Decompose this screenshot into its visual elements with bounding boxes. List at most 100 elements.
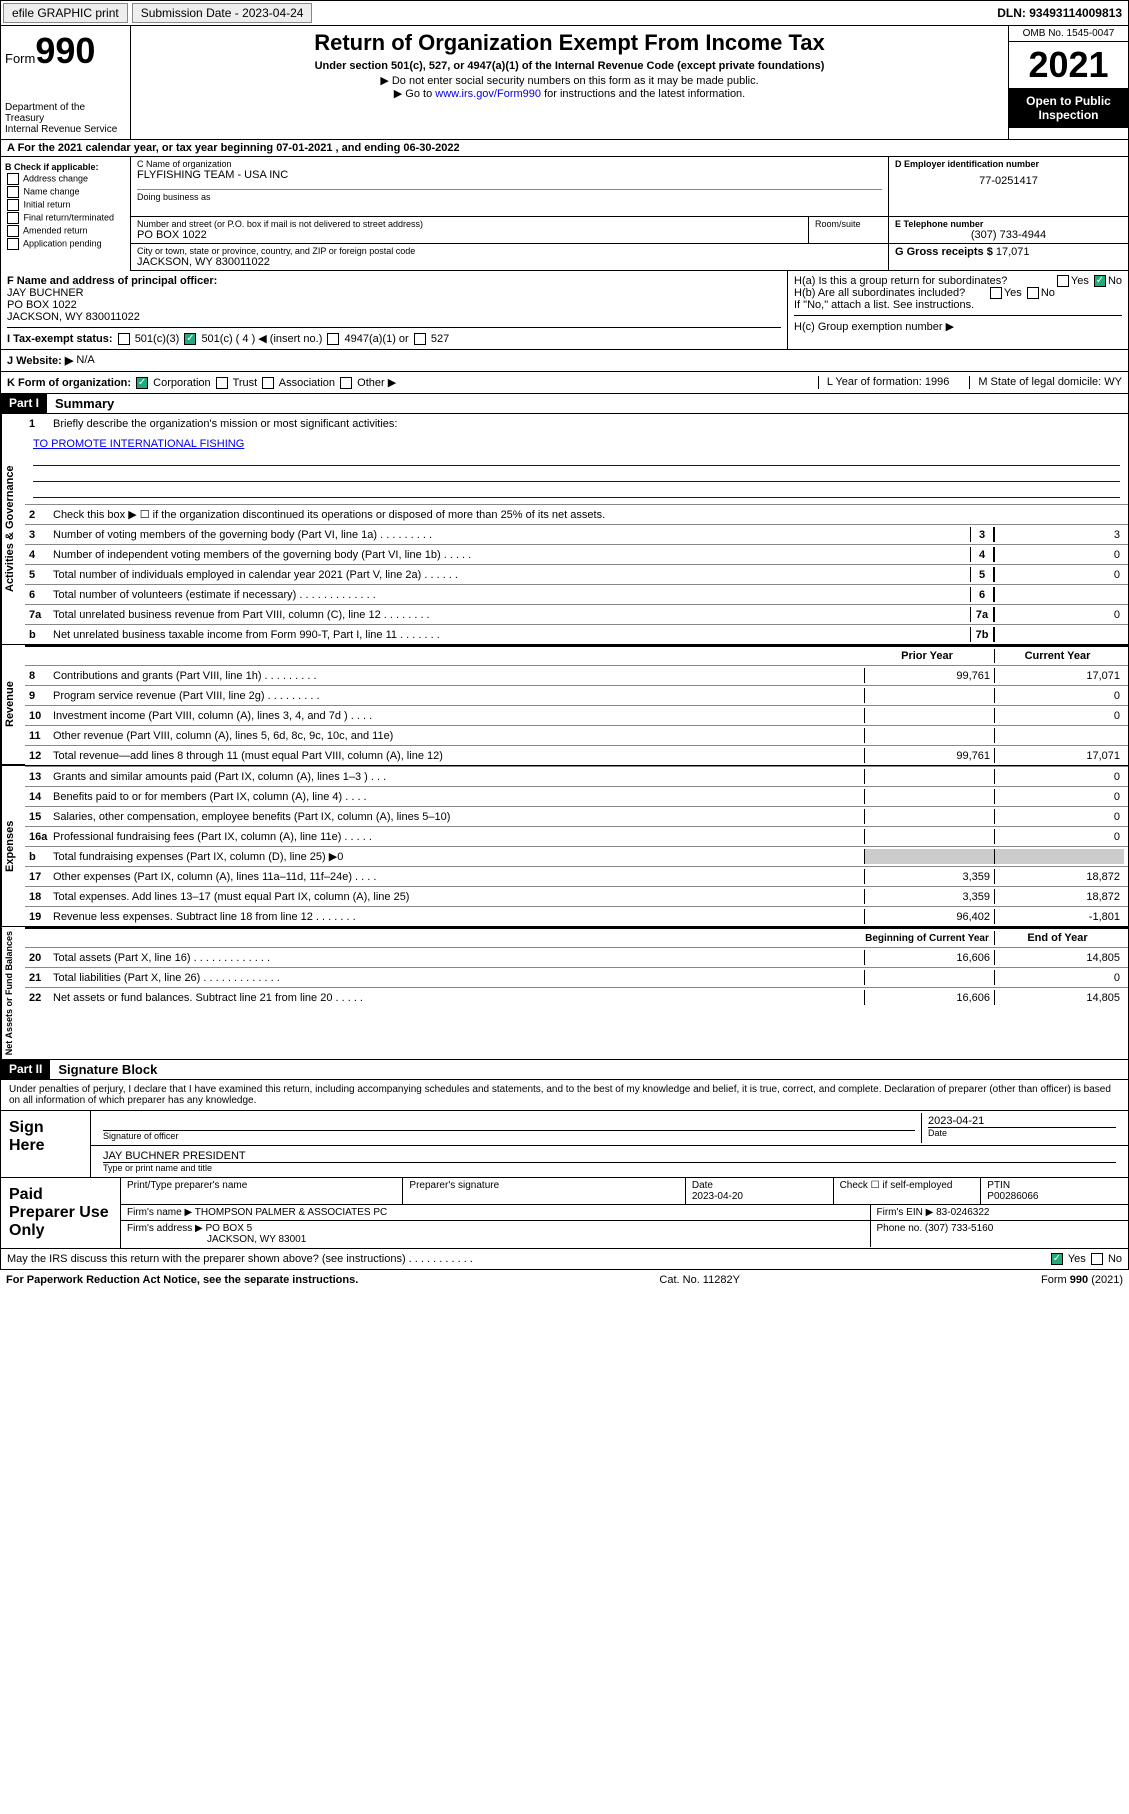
address-change-checkbox[interactable] <box>7 173 19 185</box>
hb-no-checkbox[interactable] <box>1027 287 1039 299</box>
line-7a-box: 7a <box>970 607 994 622</box>
line-b-text: Total fundraising expenses (Part IX, col… <box>53 850 864 863</box>
line-14-current: 0 <box>994 789 1124 804</box>
line-14-prior <box>864 789 994 804</box>
line-19-prior: 96,402 <box>864 909 994 924</box>
ha-no-checkbox[interactable] <box>1094 275 1106 287</box>
phone-value: (307) 733-4944 <box>895 229 1122 241</box>
city-label: City or town, state or province, country… <box>137 246 882 256</box>
part2-header: Part II <box>1 1060 50 1079</box>
perjury-statement: Under penalties of perjury, I declare th… <box>1 1080 1128 1110</box>
initial-return-checkbox[interactable] <box>7 199 19 211</box>
line-19-text: Revenue less expenses. Subtract line 18 … <box>53 911 864 923</box>
501c-checkbox[interactable] <box>184 333 196 345</box>
line-19-current: -1,801 <box>994 909 1124 924</box>
line-10-prior <box>864 708 994 723</box>
4947a1-checkbox[interactable] <box>327 333 339 345</box>
hb-yes-checkbox[interactable] <box>990 287 1002 299</box>
line-4-text: Number of independent voting members of … <box>53 549 970 561</box>
ha-yes-checkbox[interactable] <box>1057 275 1069 287</box>
line-8-text: Contributions and grants (Part VIII, lin… <box>53 670 864 682</box>
submission-date-button[interactable]: Submission Date - 2023-04-24 <box>132 3 313 23</box>
line-15-text: Salaries, other compensation, employee b… <box>53 811 864 823</box>
efile-button[interactable]: efile GRAPHIC print <box>3 3 128 23</box>
firm-addr-label: Firm's address ▶ <box>127 1223 203 1234</box>
public-inspection-label: Open to Public Inspection <box>1009 88 1128 128</box>
form-number: Form990 <box>5 30 126 72</box>
trust-checkbox[interactable] <box>216 377 228 389</box>
line-21-current: 0 <box>994 970 1124 985</box>
officer-name: JAY BUCHNER <box>7 287 781 299</box>
top-toolbar: efile GRAPHIC print Submission Date - 20… <box>0 0 1129 26</box>
line-15-current: 0 <box>994 809 1124 824</box>
vtab-net-assets: Net Assets or Fund Balances <box>1 927 25 1059</box>
gross-receipts: G Gross receipts $ 17,071 <box>895 246 1122 258</box>
line-8-prior: 99,761 <box>864 668 994 683</box>
part1-title: Summary <box>47 394 122 413</box>
dba-label: Doing business as <box>137 189 882 202</box>
assoc-checkbox[interactable] <box>262 377 274 389</box>
line-5-value: 0 <box>994 567 1124 582</box>
501c3-checkbox[interactable] <box>118 333 130 345</box>
line-21-prior <box>864 970 994 985</box>
line-4-box: 4 <box>970 547 994 562</box>
ha-label: H(a) Is this a group return for subordin… <box>794 275 1122 287</box>
subtitle-3: ▶ Go to www.irs.gov/Form990 for instruct… <box>135 87 1004 100</box>
prior-year-header: Prior Year <box>864 649 994 663</box>
line-10-text: Investment income (Part VIII, column (A)… <box>53 710 864 722</box>
line-b-box: 7b <box>970 627 994 642</box>
phone-label: E Telephone number <box>895 219 1122 229</box>
prep-date-label: Date <box>692 1180 713 1191</box>
sign-here-label: Sign Here <box>1 1111 91 1177</box>
line-b-current <box>994 849 1124 864</box>
room-suite-label: Room/suite <box>808 217 888 243</box>
line-18-current: 18,872 <box>994 889 1124 904</box>
ein-value: 77-0251417 <box>895 175 1122 187</box>
final-return-checkbox[interactable] <box>7 212 19 224</box>
current-year-header: Current Year <box>994 649 1124 663</box>
vtab-expenses: Expenses <box>1 766 25 926</box>
org-name: FLYFISHING TEAM - USA INC <box>137 169 882 181</box>
line-15-prior <box>864 809 994 824</box>
line-22-text: Net assets or fund balances. Subtract li… <box>53 992 864 1004</box>
line2-label: Check this box ▶ ☐ if the organization d… <box>53 508 1124 521</box>
line-11-text: Other revenue (Part VIII, column (A), li… <box>53 730 864 742</box>
527-checkbox[interactable] <box>414 333 426 345</box>
tax-year: 2021 <box>1009 42 1128 88</box>
line-20-current: 14,805 <box>994 950 1124 965</box>
line-6-value <box>994 587 1124 602</box>
line-17-text: Other expenses (Part IX, column (A), lin… <box>53 871 864 883</box>
line-13-prior <box>864 769 994 784</box>
line-22-prior: 16,606 <box>864 990 994 1005</box>
firm-addr1: PO BOX 5 <box>206 1223 253 1234</box>
type-name-label: Type or print name and title <box>103 1162 1116 1173</box>
amended-return-checkbox[interactable] <box>7 225 19 237</box>
line-11-prior <box>864 728 994 743</box>
officer-street: PO BOX 1022 <box>7 299 781 311</box>
name-change-checkbox[interactable] <box>7 186 19 198</box>
row-k-org-form: K Form of organization: Corporation Trus… <box>0 372 1129 394</box>
other-checkbox[interactable] <box>340 377 352 389</box>
line-17-current: 18,872 <box>994 869 1124 884</box>
vtab-governance: Activities & Governance <box>1 414 25 644</box>
mission-text: TO PROMOTE INTERNATIONAL FISHING <box>33 438 1120 450</box>
hc-label: H(c) Group exemption number ▶ <box>794 315 1122 333</box>
part2-title: Signature Block <box>50 1060 165 1079</box>
firm-ein-label: Firm's EIN ▶ <box>877 1207 934 1218</box>
line-10-current: 0 <box>994 708 1124 723</box>
line-b-value <box>994 627 1124 642</box>
application-pending-checkbox[interactable] <box>7 238 19 250</box>
discuss-no-checkbox[interactable] <box>1091 1253 1103 1265</box>
line-17-prior: 3,359 <box>864 869 994 884</box>
corp-checkbox[interactable] <box>136 377 148 389</box>
discuss-yes-checkbox[interactable] <box>1051 1253 1063 1265</box>
page-footer: For Paperwork Reduction Act Notice, see … <box>0 1270 1129 1290</box>
subtitle-2: ▶ Do not enter social security numbers o… <box>135 74 1004 87</box>
line-16a-prior <box>864 829 994 844</box>
hb-attach: If "No," attach a list. See instructions… <box>794 299 1122 311</box>
instructions-link[interactable]: www.irs.gov/Form990 <box>435 88 541 100</box>
discuss-question: May the IRS discuss this return with the… <box>7 1253 473 1265</box>
line-b-text: Net unrelated business taxable income fr… <box>53 629 970 641</box>
line-9-current: 0 <box>994 688 1124 703</box>
firm-phone: (307) 733-5160 <box>925 1223 993 1234</box>
